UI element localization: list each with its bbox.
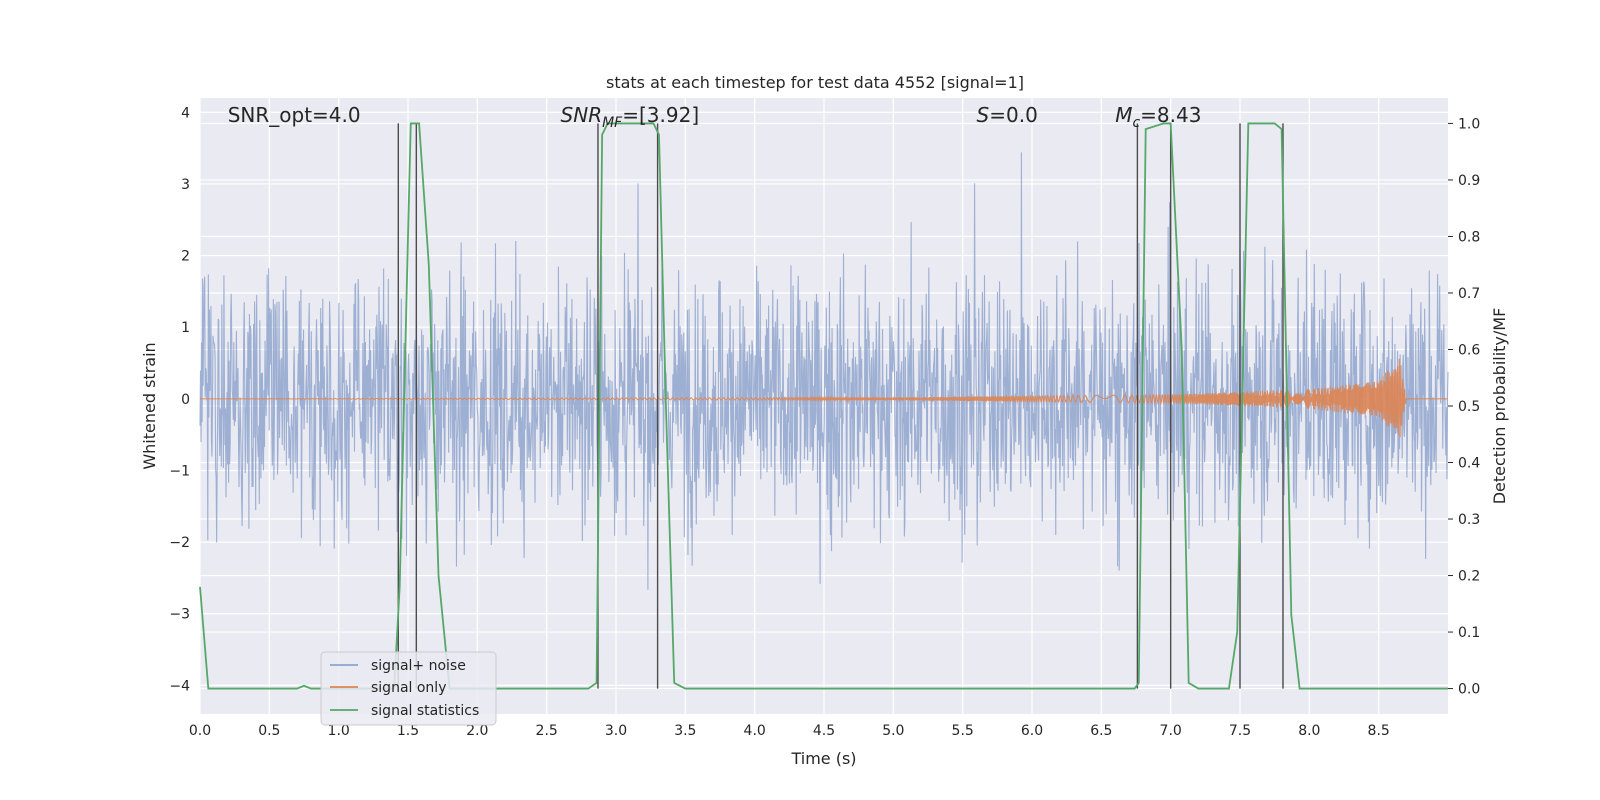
plot-area (199, 98, 1449, 714)
signal-statistics-series (199, 122, 1448, 690)
y-left-tick-label: 0 (181, 392, 190, 408)
x-tick-label: 6.0 (1021, 723, 1043, 739)
x-tick-labels: 0.0 0.5 1.0 1.5 2.0 2.5 3.0 3.5 4.0 4.5 5.0 5.5 6.0 6… (189, 723, 1390, 739)
legend-label-signal: signal only (371, 680, 446, 696)
y-left-tick-label: −2 (169, 535, 190, 551)
annotations: SNR_opt=4.0 SNRMF=[3.92] S=0.0 Mc=8.43 (228, 103, 1202, 131)
x-tick-label: 2.5 (536, 723, 558, 739)
legend-box (320, 651, 497, 726)
x-tick-label: 1.0 (328, 723, 350, 739)
y-right-tick-labels: 1.0 0.9 0.8 0.7 0.6 0.5 0.4 0.3 0.2 0.1 0.0 (1448, 116, 1480, 698)
x-tick-label: 0.0 (189, 723, 211, 739)
y-right-tick-label: 0.7 (1458, 286, 1480, 302)
annotation-1: SNRMF=[3.92] (561, 103, 700, 131)
x-tick-label: 2.0 (466, 723, 488, 739)
x-tick-label: 6.5 (1090, 723, 1112, 739)
y-right-tick-label: 0.1 (1458, 625, 1480, 641)
legend-label-noise: signal+ noise (371, 658, 466, 674)
y-right-tick-label: 0.8 (1458, 229, 1480, 245)
x-tick-label: 4.5 (813, 723, 835, 739)
x-tick-label: 5.0 (882, 723, 904, 739)
chart-title: stats at each timestep for test data 455… (606, 73, 1024, 92)
x-tick-label: 7.5 (1229, 723, 1251, 739)
x-tick-label: 8.0 (1298, 723, 1320, 739)
stats-line (199, 122, 1448, 690)
x-tick-label: 3.0 (605, 723, 627, 739)
x-tick-label: 3.5 (674, 723, 696, 739)
y-right-tick-label: 0.0 (1458, 682, 1480, 698)
annotation-3: Mc=8.43 (1115, 103, 1201, 131)
y-left-tick-label: 2 (181, 249, 190, 265)
y-right-tick-label: 0.9 (1458, 173, 1480, 189)
y-right-tick-label: 0.4 (1458, 456, 1480, 472)
y-right-tick-label: 1.0 (1458, 116, 1480, 132)
legend: signal+ noise signal only signal statist… (320, 651, 497, 726)
x-axis-label: Time (s) (790, 749, 856, 768)
y-left-tick-label: 4 (181, 105, 190, 121)
x-tick-label: 8.5 (1368, 723, 1390, 739)
annotation-0: SNR_opt=4.0 (228, 103, 361, 127)
y-left-tick-label: −4 (169, 678, 190, 694)
y-left-tick-label: 1 (181, 320, 190, 336)
y-right-tick-label: 0.5 (1458, 399, 1480, 415)
x-tick-label: 0.5 (258, 723, 280, 739)
y-right-tick-label: 0.3 (1458, 512, 1480, 528)
x-tick-label: 7.0 (1160, 723, 1182, 739)
legend-label-stats: signal statistics (371, 703, 479, 719)
y-left-axis-label: Whitened strain (140, 342, 159, 469)
x-tick-label: 1.5 (397, 723, 419, 739)
y-right-axis-label: Detection probability/MF (1490, 308, 1509, 505)
y-left-tick-label: −1 (169, 463, 190, 479)
y-left-tick-label: −3 (169, 607, 190, 623)
y-right-tick-label: 0.6 (1458, 342, 1480, 358)
y-left-tick-labels: 4 3 2 1 0 −1 −2 −3 −4 (169, 105, 190, 694)
y-left-tick-label: 3 (181, 177, 190, 193)
y-right-tick-label: 0.2 (1458, 569, 1480, 585)
x-tick-label: 4.0 (744, 723, 766, 739)
annotation-2: S=0.0 (977, 103, 1038, 127)
x-tick-label: 5.5 (952, 723, 974, 739)
